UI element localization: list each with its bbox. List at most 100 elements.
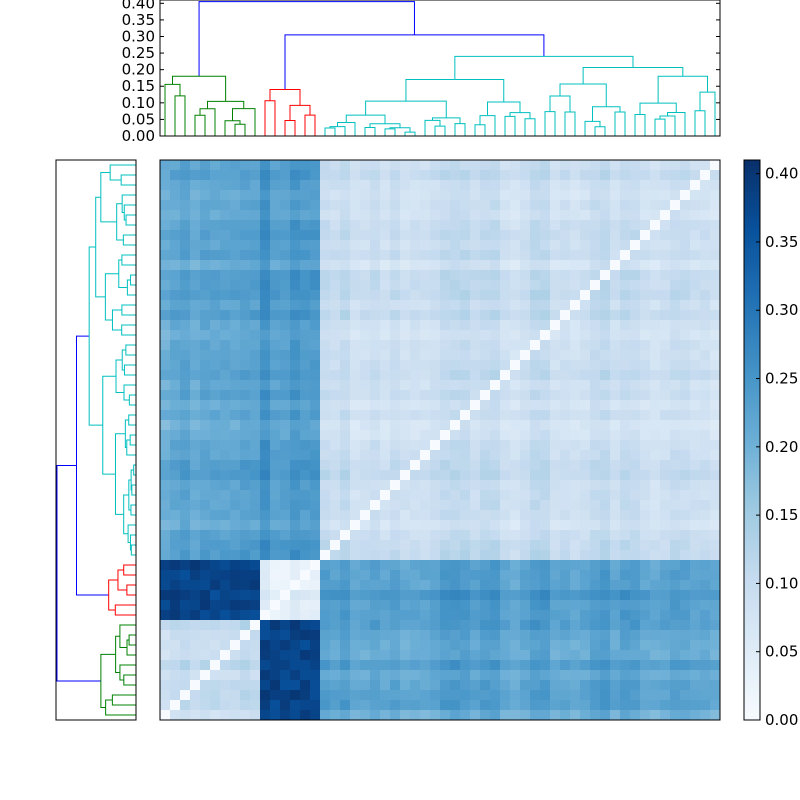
heatmap-cell: [310, 340, 321, 351]
heatmap-cell: [640, 350, 651, 361]
heatmap-cell: [440, 650, 451, 661]
heatmap-cell: [710, 210, 721, 221]
heatmap-cell: [710, 250, 721, 261]
heatmap-cell: [260, 190, 271, 201]
dendrogram-link: [121, 194, 136, 213]
heatmap-cell: [420, 550, 431, 561]
heatmap-cell: [490, 250, 501, 261]
heatmap-cell: [260, 170, 271, 181]
heatmap-cell: [550, 530, 561, 541]
heatmap-cell: [710, 280, 721, 291]
heatmap-cell: [160, 410, 171, 421]
heatmap-cell: [300, 570, 311, 581]
heatmap-cell: [210, 650, 221, 661]
heatmap-cell: [640, 670, 651, 681]
heatmap-cell: [680, 400, 691, 411]
heatmap-cell: [600, 320, 611, 331]
heatmap-cell: [410, 560, 421, 571]
heatmap-cell: [530, 290, 541, 301]
heatmap-cell: [400, 550, 411, 561]
heatmap-cell: [440, 320, 451, 331]
heatmap-cell: [250, 630, 261, 641]
dendrogram-link: [111, 694, 136, 706]
heatmap-cell: [470, 300, 481, 311]
heatmap-cell: [230, 380, 241, 391]
heatmap-cell: [560, 490, 571, 501]
heatmap-cell: [260, 450, 271, 461]
heatmap-cell: [450, 650, 461, 661]
heatmap-cell: [180, 430, 191, 441]
heatmap-cell: [400, 600, 411, 611]
heatmap-cell: [270, 290, 281, 301]
heatmap-cell: [550, 440, 561, 451]
heatmap-cell: [260, 370, 271, 381]
dendrogram-link: [667, 111, 686, 136]
heatmap-cell: [430, 470, 441, 481]
heatmap-cell: [160, 550, 171, 561]
heatmap-cell: [180, 230, 191, 241]
heatmap-cell: [470, 380, 481, 391]
heatmap-cell: [250, 220, 261, 231]
heatmap-cell: [430, 600, 441, 611]
heatmap-cell: [490, 450, 501, 461]
heatmap-cell: [670, 520, 681, 531]
heatmap-cell: [680, 690, 691, 701]
dendrogram-link: [404, 131, 416, 136]
heatmap-cell: [470, 420, 481, 431]
dendrogram-link: [345, 114, 386, 124]
heatmap-cell: [640, 260, 651, 271]
heatmap-cell: [650, 640, 661, 651]
heatmap-cell: [480, 450, 491, 461]
heatmap-cell: [180, 420, 191, 431]
heatmap-cell: [170, 280, 181, 291]
heatmap-cell: [390, 210, 401, 221]
heatmap-cell: [520, 360, 531, 371]
heatmap-cell: [180, 690, 191, 701]
dendrogram-link: [582, 67, 684, 84]
heatmap-cell: [610, 600, 621, 611]
heatmap-cell: [390, 590, 401, 601]
heatmap-cell: [580, 410, 591, 421]
heatmap-cell: [280, 350, 291, 361]
heatmap-cell: [260, 650, 271, 661]
heatmap-cell: [700, 620, 711, 631]
heatmap-cell: [400, 360, 411, 371]
heatmap-cell: [270, 460, 281, 471]
heatmap-cell: [570, 500, 581, 511]
heatmap-cell: [270, 680, 281, 691]
top-dendrogram-y-axis: 0.000.050.100.150.200.250.300.350.40: [122, 0, 720, 145]
heatmap-cell: [230, 430, 241, 441]
heatmap-cell: [190, 540, 201, 551]
heatmap-cell: [490, 480, 501, 491]
heatmap-cell: [320, 420, 331, 431]
heatmap-cell: [500, 500, 511, 511]
heatmap-cell: [240, 180, 251, 191]
heatmap-cell: [180, 410, 191, 421]
heatmap-cell: [310, 440, 321, 451]
heatmap-cell: [360, 650, 371, 661]
heatmap-cell: [630, 240, 641, 251]
heatmap-cell: [420, 300, 431, 311]
heatmap-cell: [590, 700, 601, 711]
heatmap-cell: [690, 650, 701, 661]
heatmap-cell: [240, 660, 251, 671]
heatmap-cell: [550, 660, 561, 671]
heatmap-cell: [590, 380, 601, 391]
heatmap-cell: [290, 510, 301, 521]
heatmap-cell: [600, 570, 611, 581]
dendrogram-link: [126, 639, 136, 656]
heatmap-cell: [390, 330, 401, 341]
heatmap-cell: [170, 180, 181, 191]
heatmap-cell: [420, 710, 431, 721]
heatmap-cell: [500, 600, 511, 611]
heatmap-cell: [570, 210, 581, 221]
heatmap-cell: [380, 420, 391, 431]
dendrogram-link: [544, 111, 556, 136]
heatmap-cell: [190, 400, 201, 411]
y-tick-label: 0.10: [122, 94, 155, 112]
heatmap-cell: [350, 630, 361, 641]
heatmap-cell: [230, 320, 241, 331]
heatmap-cell: [480, 560, 491, 571]
heatmap-cell: [300, 170, 311, 181]
heatmap-cell: [450, 270, 461, 281]
